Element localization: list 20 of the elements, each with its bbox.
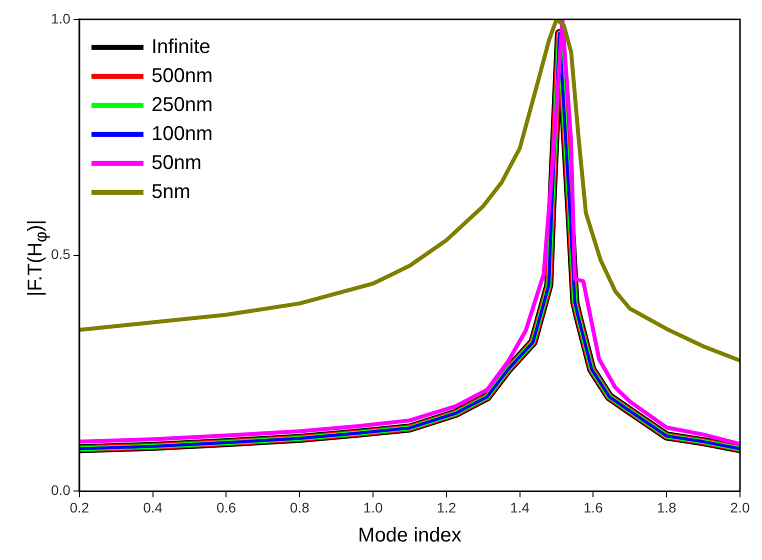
legend-label: 250nm	[151, 94, 213, 116]
legend-label: 500nm	[151, 64, 213, 87]
x-tick-label: 1.2	[436, 499, 456, 516]
x-tick-label: 0.2	[70, 499, 90, 516]
legend-label: Infinite	[151, 36, 210, 58]
x-tick-label: 0.4	[143, 499, 163, 516]
x-tick-label: 0.8	[290, 499, 310, 516]
legend-label: 5nm	[151, 180, 190, 203]
x-tick-label: 1.6	[583, 499, 604, 516]
x-tick-label: 0.6	[216, 499, 236, 516]
legend-label: 100nm	[151, 122, 213, 145]
y-tick-label: 0.0	[50, 482, 71, 498]
x-tick-label: 2.0	[730, 499, 750, 516]
x-tick-label: 1.0	[363, 499, 383, 516]
x-tick-label: 1.4	[510, 499, 530, 516]
y-tick-label: 1.0	[50, 10, 71, 26]
y-tick-label: 0.5	[50, 246, 71, 262]
x-axis-title: Mode index	[358, 524, 462, 547]
legend-label: 50nm	[151, 152, 202, 174]
x-tick-label: 1.8	[656, 499, 677, 516]
